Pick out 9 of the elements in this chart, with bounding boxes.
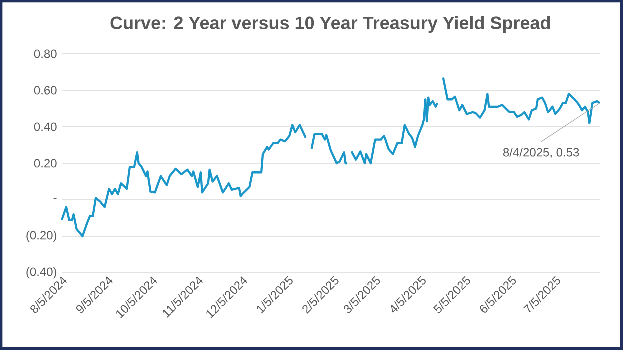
y-tick-label: (0.40) xyxy=(26,267,57,279)
y-tick-label: 0.20 xyxy=(34,159,57,168)
y-tick-label: 0.40 xyxy=(34,122,57,132)
annotation: 8/4/2025, 0.53 xyxy=(504,148,580,158)
y-tick-label: (0.20) xyxy=(26,230,57,242)
y-tick-label: 0.60 xyxy=(34,86,57,95)
chart-title: Curve: 2 Year versus 10 Year Treasury Yield Spread xyxy=(110,16,550,34)
y-tick-label: 0.80 xyxy=(34,50,57,58)
y-tick-label: - xyxy=(54,198,57,200)
